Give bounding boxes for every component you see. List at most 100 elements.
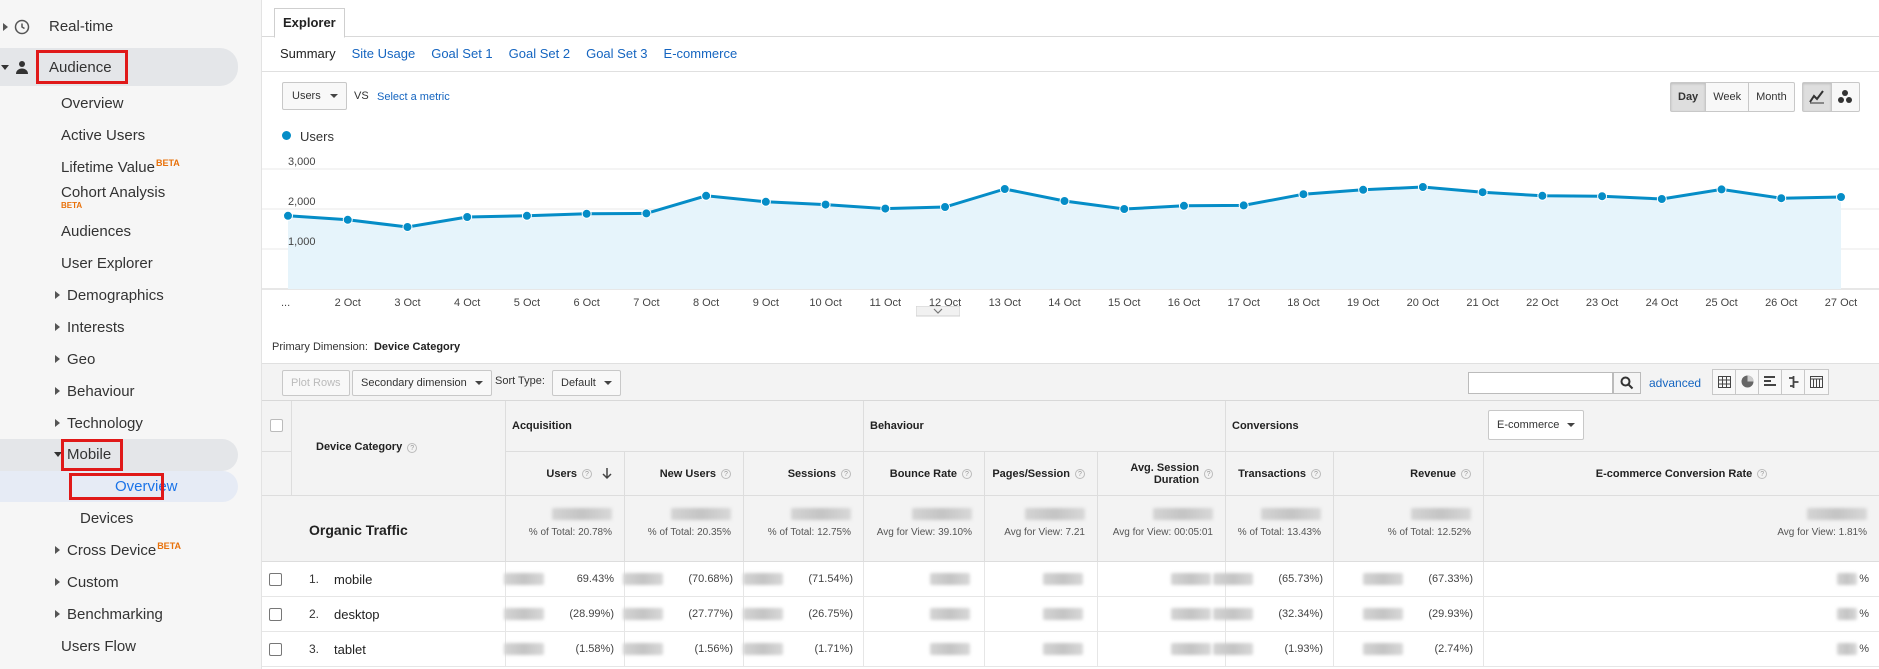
pivot-view-button[interactable] (1805, 370, 1828, 394)
subtab-e-commerce[interactable]: E-commerce (663, 46, 738, 61)
table-search-input[interactable] (1468, 372, 1613, 394)
caret-right-icon (55, 387, 60, 395)
motion-chart-button[interactable] (1832, 83, 1859, 111)
sidebar-item-behaviour[interactable]: Behaviour (0, 376, 240, 406)
sidebar-item-label: Cohort Analysis (61, 184, 166, 201)
redacted-value (671, 508, 731, 520)
subtab-goal-set-2[interactable]: Goal Set 2 (508, 46, 571, 61)
total-cell-text: Avg for View: 1.81% (1777, 527, 1867, 538)
row-checkbox[interactable] (269, 643, 282, 656)
sidebar-item-benchmarking[interactable]: Benchmarking (0, 599, 240, 629)
search-button[interactable] (1613, 372, 1641, 394)
bar-view-button[interactable] (1759, 370, 1782, 394)
secondary-dimension-select[interactable]: Secondary dimension (352, 370, 492, 396)
sidebar-item-technology[interactable]: Technology (0, 408, 240, 438)
data-point (1059, 196, 1070, 206)
subtab-goal-set-1[interactable]: Goal Set 1 (431, 46, 493, 61)
sidebar-item-interests[interactable]: Interests (0, 312, 240, 342)
select-all-checkbox[interactable] (270, 419, 283, 432)
caret-right-icon (55, 546, 60, 554)
data-point (760, 196, 771, 207)
redacted-value (1837, 643, 1857, 655)
comparison-icon (1789, 376, 1799, 388)
table-cell-text: (29.93%) (1428, 608, 1473, 620)
column-header-pages-session[interactable]: Pages/Session? (984, 452, 1097, 496)
sidebar-item-cohort-analysis[interactable]: Cohort Analysis BETA (0, 178, 240, 212)
conversions-select[interactable]: E-commerce (1488, 410, 1585, 440)
table-cell: (65.73%) (1213, 562, 1333, 597)
x-tick-label: 11 Oct (870, 297, 902, 309)
table-cell: (27.77%) (623, 597, 743, 632)
row-checkbox[interactable] (269, 608, 282, 621)
caret-right-icon (55, 355, 60, 363)
period-toggle: Day Week Month (1670, 82, 1795, 112)
x-tick-label: 13 Oct (989, 297, 1021, 309)
week-button[interactable]: Week (1706, 83, 1750, 111)
comparison-view-button[interactable] (1782, 370, 1805, 394)
column-header-conversion-rate[interactable]: E-commerce Conversion Rate? (1483, 452, 1879, 496)
data-point (1119, 204, 1130, 214)
sidebar-item-label: Overview (61, 95, 124, 112)
table-cell (1097, 597, 1225, 632)
sidebar-item-lifetime-value[interactable]: Lifetime ValueBETA (0, 152, 240, 182)
column-header-users[interactable]: Users? (505, 452, 624, 496)
x-tick-label: 16 Oct (1168, 297, 1200, 309)
column-header-label: Sessions (787, 467, 836, 480)
redacted-value (623, 608, 663, 620)
table-total-row (262, 496, 1879, 562)
sidebar-item-demographics[interactable]: Demographics (0, 280, 240, 310)
tab-explorer[interactable]: Explorer (274, 8, 345, 38)
advanced-link[interactable]: advanced (1649, 376, 1702, 390)
subtab-summary[interactable]: Summary (280, 46, 336, 61)
sidebar-item-users-flow[interactable]: Users Flow (0, 631, 240, 661)
bar-icon (1764, 376, 1776, 386)
total-cell: Avg for View: 1.81% (1483, 496, 1879, 562)
sidebar-item-mobile[interactable]: Mobile (0, 439, 238, 471)
column-header-sessions[interactable]: Sessions? (743, 452, 863, 496)
select-metric-link[interactable]: Select a metric (377, 91, 450, 103)
sidebar-item-real-time[interactable]: Real-time (0, 12, 240, 42)
column-header-bounce-rate[interactable]: Bounce Rate? (863, 452, 984, 496)
sidebar-item-user-explorer[interactable]: User Explorer (0, 248, 240, 278)
column-header-revenue[interactable]: Revenue? (1333, 452, 1483, 496)
table-view-button[interactable] (1713, 370, 1736, 394)
subtab-goal-set-3[interactable]: Goal Set 3 (586, 46, 648, 61)
data-point (1477, 187, 1488, 198)
person-icon (16, 61, 28, 74)
caret-down-icon (54, 452, 62, 457)
primary-dimension-value[interactable]: Device Category (373, 341, 461, 353)
subtab-site-usage[interactable]: Site Usage (351, 46, 416, 61)
metric-select[interactable]: Users (282, 82, 347, 110)
sidebar-item-geo[interactable]: Geo (0, 344, 240, 374)
month-button[interactable]: Month (1756, 91, 1787, 103)
day-button[interactable]: Day (1671, 83, 1707, 111)
redacted-value (791, 508, 851, 520)
redacted-value (912, 508, 972, 520)
row-device-link[interactable]: tablet (334, 642, 366, 657)
sidebar-item-audiences[interactable]: Audiences (0, 216, 240, 246)
x-tick-label: 4 Oct (454, 297, 480, 309)
sidebar-item-custom[interactable]: Custom (0, 567, 240, 597)
explorer-subtabs: Summary Site Usage Goal Set 1 Goal Set 2… (280, 46, 737, 61)
sidebar-item-audience[interactable]: Audience (0, 48, 238, 86)
plot-rows-button[interactable]: Plot Rows (282, 370, 350, 396)
table-cell: (1.93%) (1213, 632, 1333, 667)
chart-resize-handle[interactable] (916, 306, 960, 318)
sort-type-select[interactable]: Default (552, 370, 621, 396)
column-header-new-users[interactable]: New Users? (624, 452, 743, 496)
pie-view-button[interactable] (1736, 370, 1759, 394)
column-header-transactions[interactable]: Transactions? (1225, 452, 1333, 496)
sidebar-item-overview[interactable]: Overview (0, 88, 240, 118)
sidebar-item-cross-device[interactable]: Cross DeviceBETA (0, 535, 240, 565)
device-category-header[interactable]: Device Category? (291, 401, 505, 496)
data-point (1597, 191, 1608, 202)
row-device-link[interactable]: desktop (334, 607, 380, 622)
sidebar-item-devices[interactable]: Devices (0, 503, 240, 533)
sidebar-item-active-users[interactable]: Active Users (0, 120, 240, 150)
row-device-link[interactable]: mobile (334, 572, 373, 587)
row-checkbox[interactable] (269, 573, 282, 586)
line-chart-button[interactable] (1803, 83, 1832, 111)
redacted-value (1837, 608, 1857, 620)
column-header-avg-session-duration[interactable]: Avg. Session Duration? (1097, 452, 1225, 496)
redacted-value (1363, 573, 1403, 585)
